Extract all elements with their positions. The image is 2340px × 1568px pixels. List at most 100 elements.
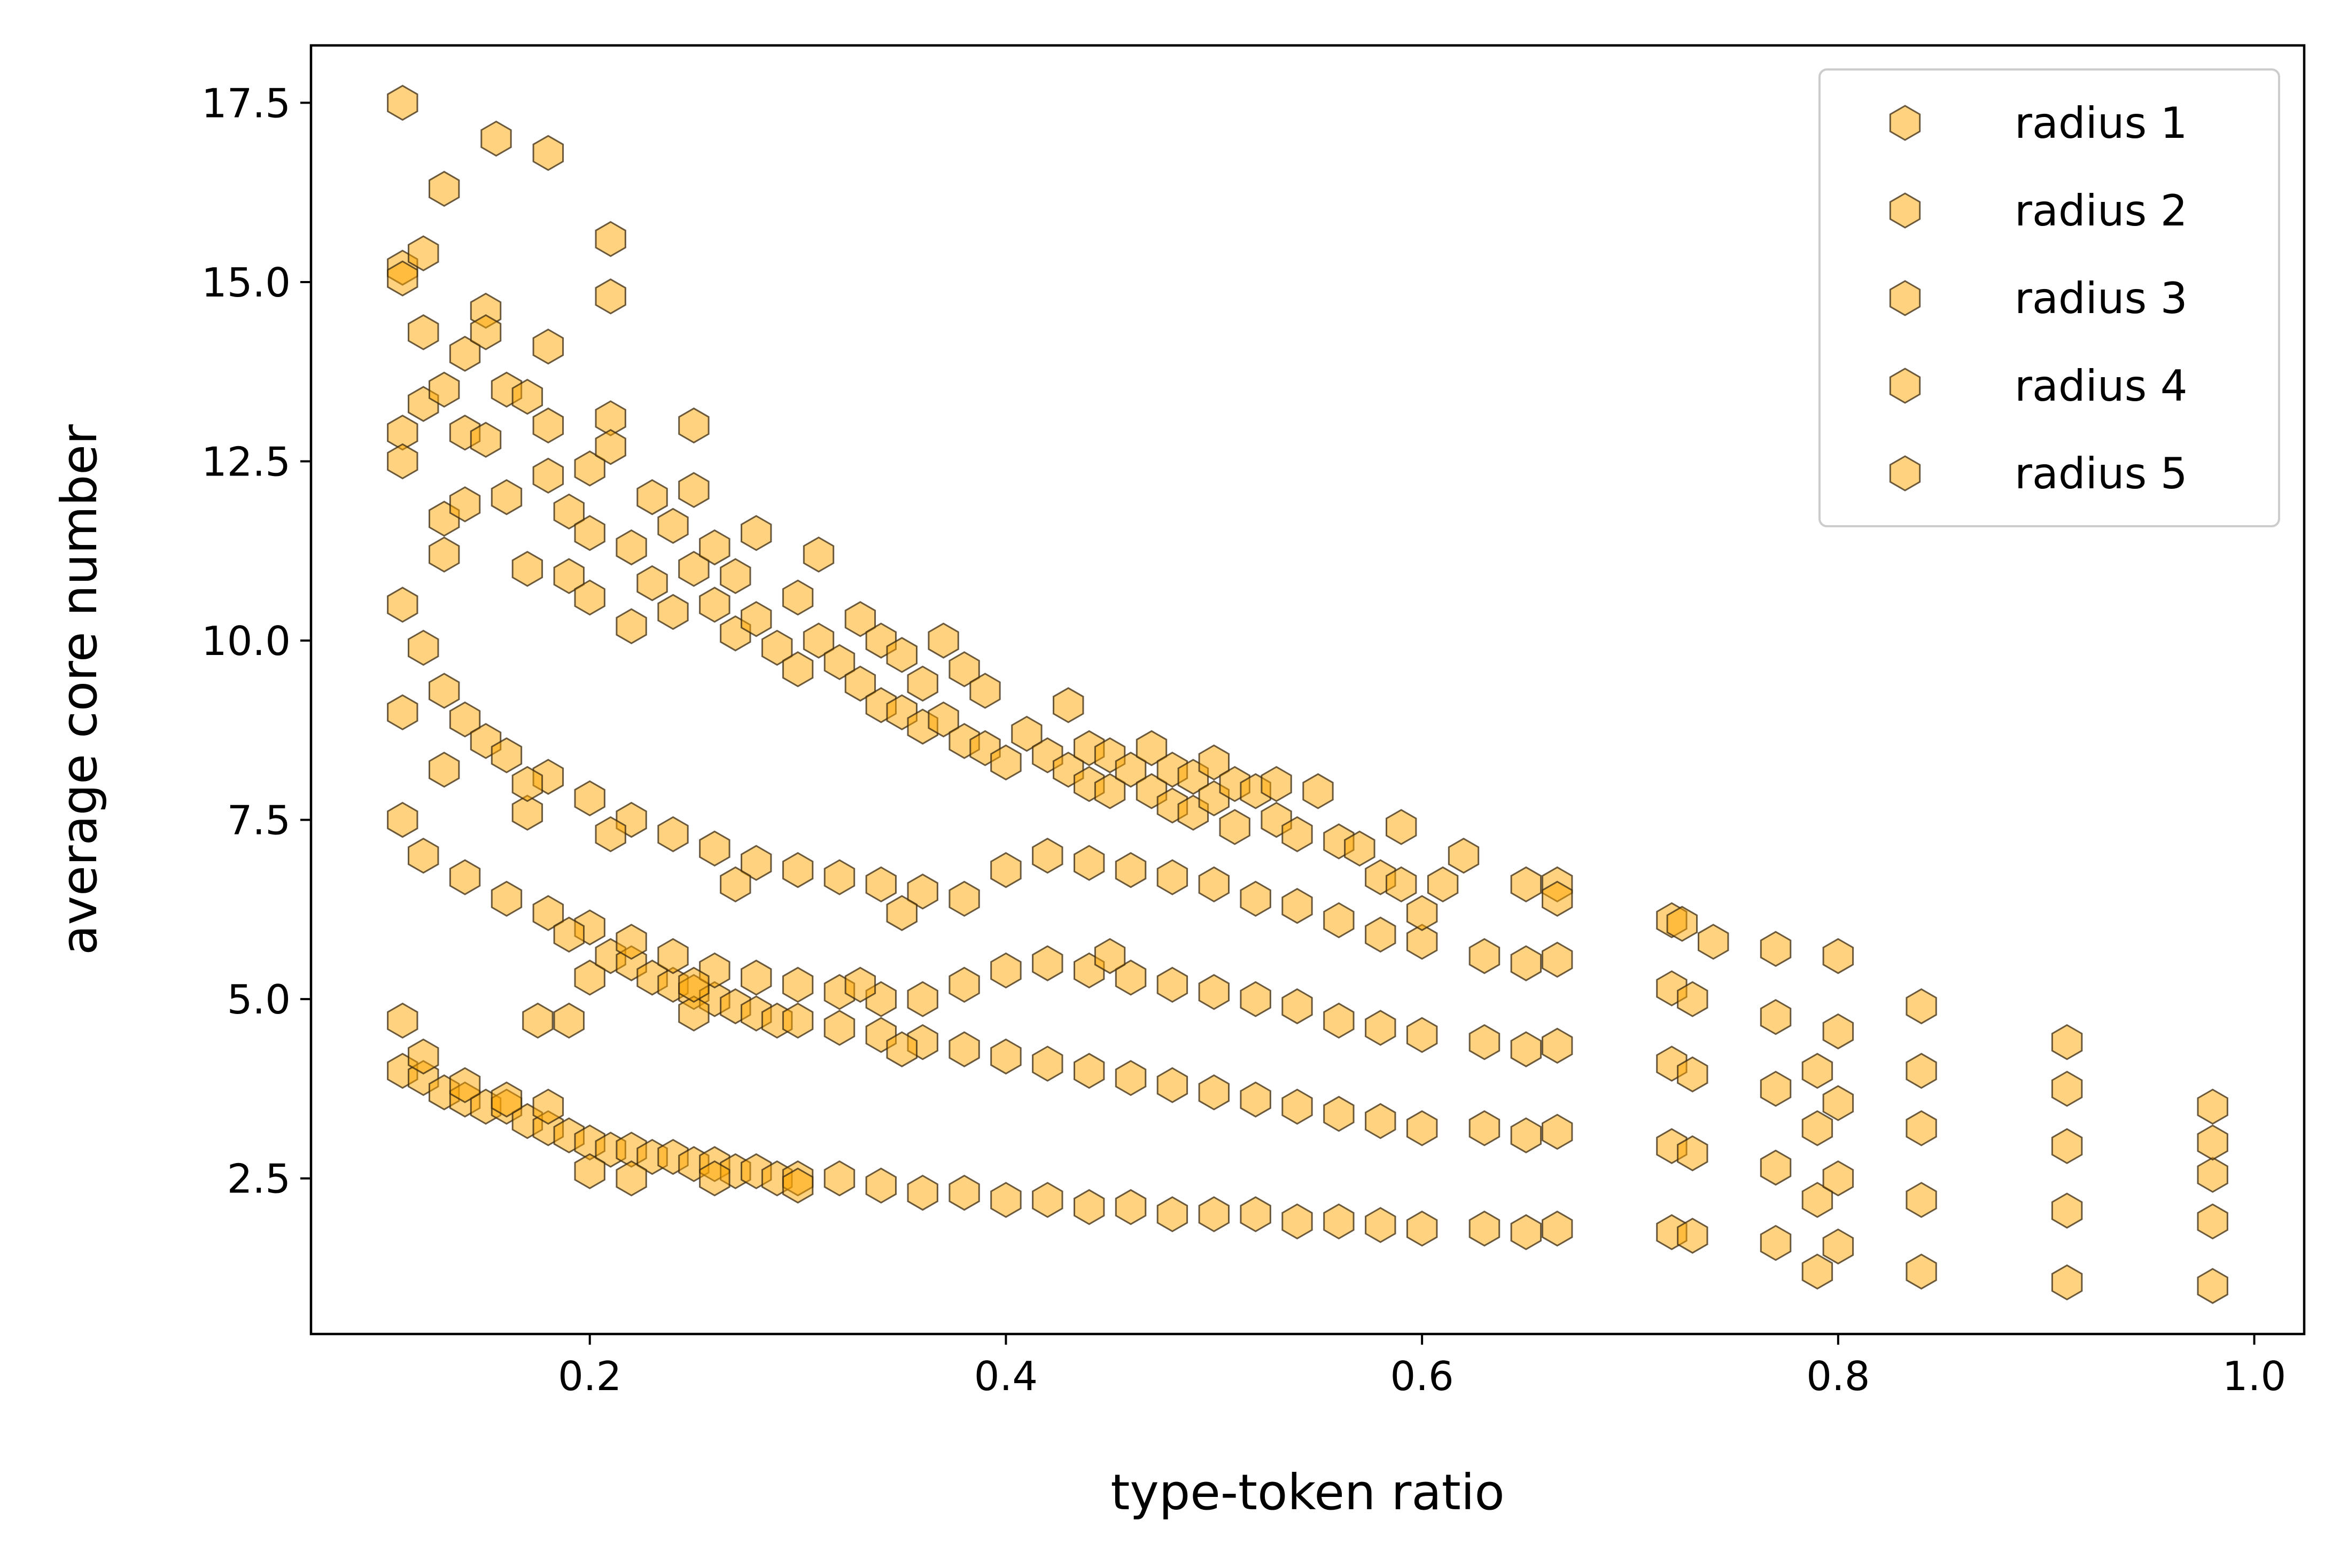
data-point bbox=[1032, 945, 1063, 981]
data-point bbox=[1406, 1210, 1438, 1247]
data-point bbox=[1801, 1110, 1833, 1146]
data-point bbox=[1822, 1013, 1854, 1050]
data-point bbox=[595, 278, 626, 315]
data-point bbox=[823, 1010, 856, 1046]
data-point bbox=[408, 314, 439, 350]
data-point bbox=[1760, 1071, 1792, 1107]
data-point bbox=[865, 1167, 897, 1204]
data-point bbox=[844, 665, 876, 702]
data-point bbox=[1240, 981, 1271, 1017]
data-point bbox=[429, 371, 460, 408]
data-point bbox=[1468, 1024, 1501, 1060]
data-point bbox=[1542, 1027, 1573, 1064]
data-point bbox=[1094, 938, 1126, 974]
data-point bbox=[1115, 1189, 1147, 1226]
legend-label: radius 1 bbox=[2015, 98, 2188, 148]
data-point bbox=[429, 751, 460, 788]
data-point bbox=[387, 260, 418, 297]
data-point bbox=[1801, 1253, 1833, 1290]
data-point bbox=[532, 895, 564, 931]
y-tick-label: 7.5 bbox=[227, 797, 291, 844]
data-point bbox=[449, 701, 481, 738]
data-point bbox=[969, 673, 1001, 709]
data-point bbox=[1906, 988, 1937, 1025]
data-point bbox=[480, 120, 512, 157]
data-point bbox=[1427, 866, 1459, 903]
data-point bbox=[741, 959, 772, 996]
data-point bbox=[657, 594, 689, 630]
data-point bbox=[844, 601, 876, 637]
data-point bbox=[1240, 1196, 1271, 1232]
data-point bbox=[553, 1002, 585, 1039]
data-point bbox=[678, 407, 710, 444]
data-point bbox=[470, 422, 502, 458]
data-point bbox=[1198, 1074, 1230, 1111]
data-point bbox=[2051, 1071, 2083, 1107]
data-point bbox=[1365, 1103, 1396, 1140]
series-2 bbox=[387, 938, 2228, 1240]
data-point bbox=[741, 845, 772, 881]
data-point bbox=[678, 472, 710, 508]
y-tick-label: 5.0 bbox=[227, 976, 291, 1023]
data-point bbox=[1760, 1224, 1792, 1261]
data-point bbox=[1032, 1046, 1063, 1082]
data-point bbox=[491, 737, 523, 774]
legend-marker bbox=[1889, 192, 1921, 229]
data-point bbox=[2197, 1088, 2228, 1125]
data-point bbox=[1822, 1228, 1854, 1265]
x-tick-label: 0.4 bbox=[974, 1353, 1038, 1400]
data-point bbox=[387, 694, 418, 731]
x-tick-label: 1.0 bbox=[2222, 1353, 2286, 1400]
data-point bbox=[1510, 1117, 1542, 1153]
data-point bbox=[491, 880, 523, 917]
data-point bbox=[1032, 837, 1063, 874]
data-point bbox=[1156, 966, 1188, 1003]
x-tick-label: 0.8 bbox=[1806, 1353, 1870, 1400]
data-point bbox=[449, 486, 481, 522]
data-point bbox=[1053, 687, 1084, 723]
data-point bbox=[1198, 866, 1230, 903]
data-point bbox=[657, 816, 689, 853]
data-point bbox=[741, 601, 772, 637]
data-point bbox=[387, 1002, 418, 1039]
data-point bbox=[1510, 945, 1542, 981]
x-tick-label: 0.2 bbox=[558, 1353, 621, 1400]
data-point bbox=[532, 1088, 564, 1125]
data-point bbox=[1822, 1160, 1854, 1197]
legend-label: radius 5 bbox=[2015, 449, 2188, 498]
data-point bbox=[532, 135, 564, 171]
data-point bbox=[907, 1174, 938, 1211]
data-point bbox=[1406, 1110, 1438, 1146]
data-point bbox=[1677, 1056, 1708, 1093]
data-point bbox=[1666, 906, 1698, 942]
data-point bbox=[1448, 837, 1480, 874]
data-point bbox=[1677, 981, 1708, 1017]
data-point bbox=[1406, 924, 1438, 960]
data-point bbox=[2051, 1264, 2083, 1301]
data-point bbox=[1406, 1017, 1438, 1054]
series-3 bbox=[387, 794, 2228, 1193]
data-point bbox=[616, 924, 647, 960]
data-point bbox=[429, 536, 460, 573]
data-point bbox=[886, 637, 918, 673]
y-tick-label: 15.0 bbox=[201, 259, 291, 306]
data-point bbox=[387, 443, 418, 480]
data-point bbox=[1240, 880, 1271, 917]
data-point bbox=[1801, 1052, 1833, 1089]
data-point bbox=[616, 1160, 647, 1197]
data-point bbox=[699, 1160, 730, 1197]
data-point bbox=[741, 514, 772, 551]
data-point bbox=[408, 1038, 439, 1075]
data-point bbox=[595, 221, 626, 258]
data-point bbox=[657, 938, 689, 974]
data-point bbox=[1219, 809, 1250, 845]
data-point bbox=[408, 629, 439, 666]
data-point bbox=[1365, 1207, 1396, 1243]
data-point bbox=[511, 766, 543, 802]
data-point bbox=[1156, 1196, 1188, 1232]
series-4 bbox=[387, 629, 2228, 1161]
data-point bbox=[886, 1031, 918, 1067]
data-point bbox=[1677, 1218, 1708, 1254]
data-point bbox=[636, 479, 668, 516]
data-point bbox=[1156, 1067, 1188, 1103]
